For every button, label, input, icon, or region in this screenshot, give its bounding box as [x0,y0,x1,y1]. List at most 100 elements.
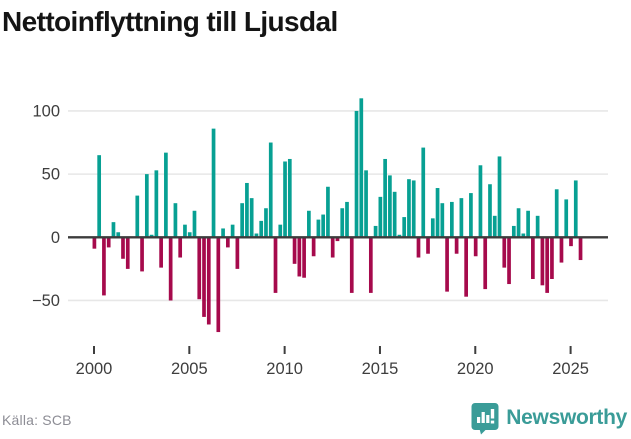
bar-2006Q2 [211,128,216,238]
bar-2002Q2 [135,195,140,238]
bar-2018Q1 [435,188,440,238]
bar-2016Q2 [402,217,407,238]
bar-2011Q1 [302,237,306,278]
bar-2007Q2 [230,224,235,238]
bar-2024Q2 [554,189,559,238]
bar-2004Q1 [168,237,173,301]
bar-2025Q1 [569,237,573,247]
bar-2008Q4 [259,220,264,238]
bar-2013Q2 [345,201,349,238]
newsworthy-wordmark: Newsworthy [506,406,627,429]
bar-2024Q3 [559,237,564,263]
bar-2009Q3 [273,237,278,293]
newsworthy-icon [471,402,499,434]
bar-2010Q4 [297,237,302,277]
bar-2014Q3 [368,237,373,293]
bar-2000Q1 [92,237,97,249]
bar-2023Q3 [540,237,545,286]
bar-2021Q1 [492,215,497,238]
bar-2008Q3 [254,233,259,238]
x-axis-label-2010: 2010 [266,360,303,378]
bar-2008Q1 [245,182,249,238]
bar-2001Q2 [116,232,121,238]
bar-2000Q4 [106,237,111,248]
bar-2011Q3 [311,237,316,257]
bar-2012Q3 [330,237,335,258]
bar-2016Q4 [411,180,416,238]
bar-2019Q1 [454,237,459,254]
bar-2025Q3 [578,237,583,261]
bar-2005Q4 [202,237,206,317]
y-axis-label--50: −50 [32,292,60,310]
bar-2020Q4 [488,184,492,238]
bar-2021Q3 [502,237,507,268]
newsworthy-logo[interactable]: Newsworthy [471,399,627,437]
bar-2001Q4 [125,237,130,269]
bar-2005Q1 [187,232,192,238]
bar-2019Q3 [464,237,468,297]
bar-2005Q3 [197,237,202,300]
bar-2014Q2 [364,170,368,238]
bar-2012Q4 [335,237,340,242]
bar-2009Q1 [264,208,268,238]
bar-2012Q1 [321,214,326,238]
bar-2003Q2 [154,170,159,238]
bar-2018Q2 [440,203,445,238]
bar-2006Q4 [221,228,225,238]
bar-2024Q1 [550,237,554,279]
bar-2009Q2 [268,142,273,238]
bar-2020Q1 [473,237,478,257]
bar-2024Q4 [564,199,569,238]
bar-2021Q2 [497,156,502,238]
x-axis-label-2005: 2005 [171,360,208,378]
bar-2014Q4 [373,225,378,238]
bar-2017Q2 [421,147,426,238]
bar-2000Q3 [102,237,106,296]
bar-2000Q2 [97,155,102,238]
page-title: Nettoinflyttning till Ljusdal [2,6,338,37]
y-axis-label-100: 100 [32,102,60,120]
x-axis-label-2025: 2025 [552,360,589,378]
bar-2010Q3 [292,237,297,264]
y-axis-label-50: 50 [42,166,60,184]
bar-2017Q3 [426,237,430,254]
bar-2025Q2 [573,180,578,238]
bar-2013Q3 [349,237,354,293]
bar-2015Q3 [388,175,392,238]
bar-2007Q1 [225,237,230,248]
bar-2005Q2 [192,210,197,238]
bar-2007Q3 [235,237,240,269]
bar-2022Q1 [511,225,516,238]
bar-2006Q1 [206,237,211,325]
bar-2010Q1 [283,161,287,238]
bar-2019Q2 [459,198,464,238]
bar-2016Q1 [397,234,402,238]
bar-2011Q4 [316,219,321,238]
bar-2010Q2 [287,158,292,238]
bar-2020Q2 [478,165,483,238]
bar-2023Q1 [531,237,535,279]
bar-2009Q4 [278,224,283,238]
bar-2013Q4 [354,110,359,238]
bar-2014Q1 [359,98,364,238]
bar-2006Q3 [216,237,221,333]
bar-2002Q3 [140,237,144,272]
bar-2011Q2 [307,210,311,238]
bar-2004Q4 [183,224,187,238]
bar-2020Q3 [483,237,488,290]
bar-2008Q2 [249,198,254,238]
bar-2018Q4 [450,201,454,238]
bar-2022Q4 [526,210,530,238]
bar-2003Q1 [149,234,154,238]
bar-2017Q4 [430,218,435,238]
bar-2018Q3 [445,237,449,292]
bar-2015Q2 [383,158,387,238]
bar-2016Q3 [407,179,411,238]
bar-2013Q1 [340,208,345,238]
bar-2012Q2 [326,186,330,238]
bar-2001Q1 [111,222,116,238]
source-label: Källa: SCB [2,412,72,428]
bar-2004Q2 [173,203,178,238]
